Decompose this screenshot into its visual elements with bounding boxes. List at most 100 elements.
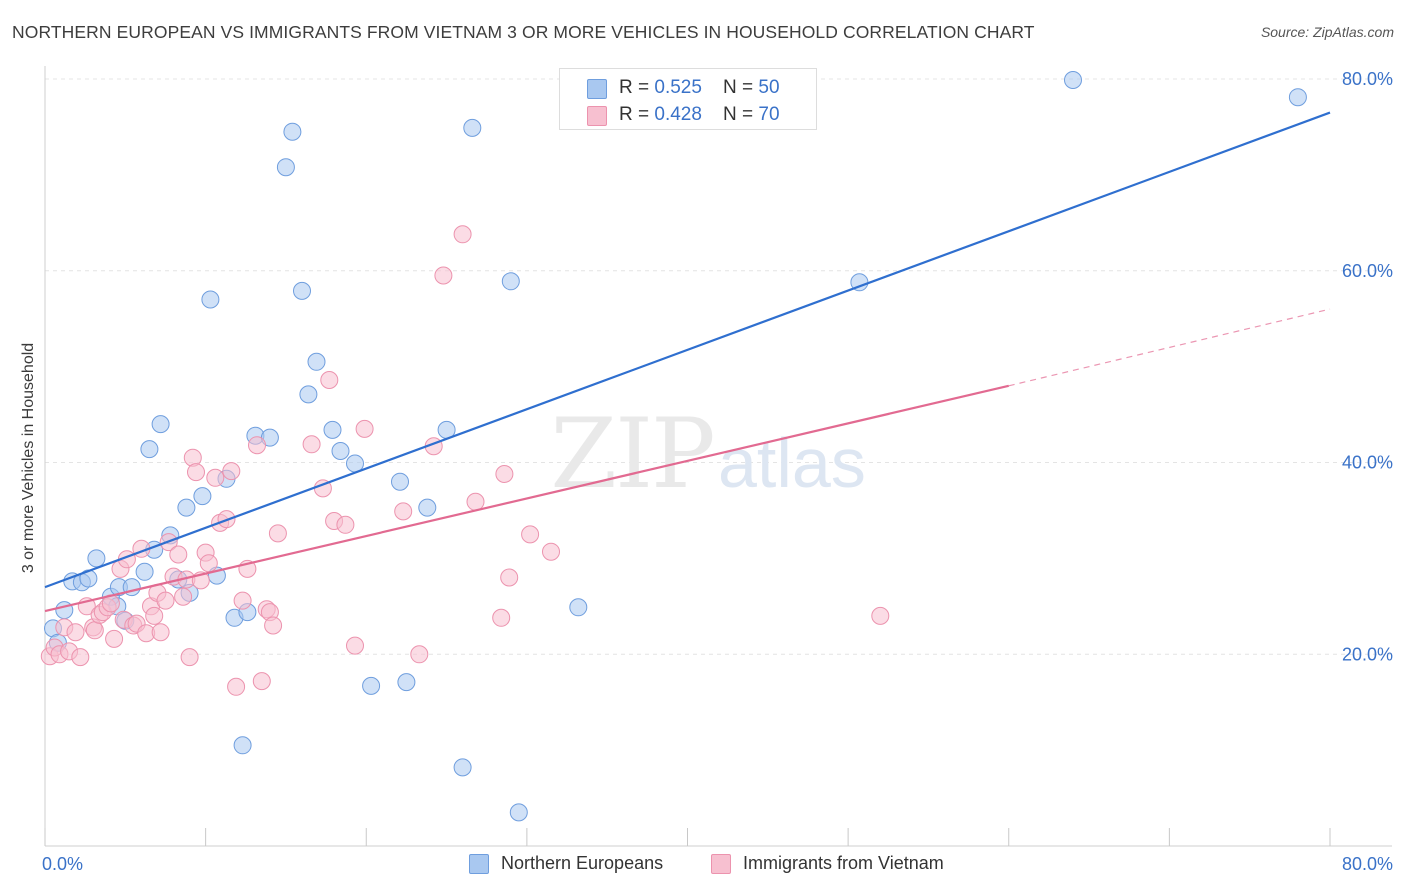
r-label: R = — [619, 77, 655, 98]
stats-legend: R = 0.525 N = 50 R = 0.428 N = 70 — [559, 68, 817, 130]
data-point — [397, 673, 416, 692]
data-point — [542, 542, 560, 561]
data-point — [135, 562, 154, 581]
y-tick-label: 80.0% — [1342, 69, 1393, 89]
x-tick-label: 0.0% — [42, 854, 83, 874]
data-point — [268, 524, 287, 543]
data-point — [453, 225, 472, 244]
data-point — [1064, 71, 1082, 89]
x-tick-label: 80.0% — [1342, 854, 1393, 874]
data-point — [355, 419, 374, 438]
source-credit: Source: ZipAtlas.com — [1260, 24, 1394, 40]
data-point — [331, 442, 350, 460]
data-point — [174, 587, 193, 606]
data-point — [293, 281, 311, 300]
data-point — [323, 420, 342, 439]
data-points — [40, 71, 1307, 822]
data-point — [410, 645, 429, 664]
data-point — [307, 352, 326, 371]
data-point — [169, 545, 188, 564]
legend-swatch-blue — [469, 854, 489, 874]
data-point — [85, 621, 104, 640]
data-point — [299, 385, 318, 404]
data-point — [521, 525, 540, 544]
y-tick-label: 60.0% — [1342, 261, 1393, 281]
data-point — [252, 672, 271, 691]
data-point — [151, 415, 170, 434]
data-point — [193, 487, 212, 506]
legend-label: Northern Europeans — [501, 853, 664, 873]
data-point — [264, 616, 283, 635]
data-point — [177, 498, 196, 517]
data-point — [206, 468, 225, 487]
stats-legend-text: R = 0.428 N = 70 — [619, 104, 780, 126]
data-point — [391, 472, 409, 491]
data-point — [140, 440, 159, 459]
data-point — [871, 606, 890, 625]
r-value: 0.525 — [654, 77, 702, 98]
data-point — [466, 492, 485, 511]
stats-legend-text: R = 0.525 N = 50 — [619, 77, 780, 99]
data-point — [418, 498, 437, 517]
trend-line-northern-europeans — [44, 111, 1331, 589]
data-point — [201, 290, 220, 309]
chart-title: NORTHERN EUROPEAN VS IMMIGRANTS FROM VIE… — [12, 22, 1035, 42]
data-point — [302, 435, 321, 454]
data-point — [145, 606, 164, 625]
data-point — [495, 465, 514, 483]
data-point — [227, 677, 246, 696]
r-label: R = — [619, 104, 655, 125]
y-tick-label: 20.0% — [1342, 644, 1393, 664]
data-point — [248, 436, 266, 455]
data-point — [156, 591, 175, 610]
data-point — [362, 676, 381, 695]
n-value: 50 — [758, 77, 780, 98]
trend-line-vietnam — [44, 384, 1010, 613]
legend-swatch-pink — [711, 854, 731, 874]
data-point — [394, 502, 413, 521]
y-tick-label: 40.0% — [1342, 453, 1393, 473]
gridlines — [45, 78, 1392, 655]
data-point — [66, 623, 85, 642]
watermark: ZIP atlas — [550, 398, 865, 510]
data-point — [501, 272, 520, 291]
data-point — [283, 122, 302, 141]
data-point — [180, 648, 199, 667]
data-point — [151, 623, 170, 642]
data-point — [569, 598, 588, 617]
n-label: N = — [723, 104, 759, 125]
data-point — [187, 463, 205, 482]
r-value: 0.428 — [654, 104, 702, 125]
n-value: 70 — [758, 104, 780, 125]
legend-label: Immigrants from Vietnam — [743, 853, 944, 873]
series-legend: Northern Europeans Immigrants from Vietn… — [0, 852, 1406, 878]
legend-swatch-pink — [587, 106, 607, 126]
data-point — [492, 608, 511, 627]
data-point — [276, 158, 295, 177]
trend-lines — [44, 111, 1331, 613]
data-point — [105, 629, 124, 648]
axes — [44, 66, 1392, 847]
n-label: N = — [723, 77, 759, 98]
data-point — [434, 266, 453, 285]
data-point — [1288, 88, 1307, 107]
data-point — [336, 515, 355, 534]
data-point — [320, 371, 339, 389]
data-point — [500, 568, 519, 587]
data-point — [222, 462, 241, 481]
tick-labels: 20.0% 40.0% 60.0% 80.0% 0.0% 80.0% — [42, 69, 1393, 874]
data-point — [199, 554, 218, 573]
data-point — [509, 803, 528, 822]
trend-line-vietnam-extension — [1008, 308, 1331, 387]
legend-swatch-blue — [587, 79, 607, 99]
data-point — [453, 758, 472, 777]
data-point — [233, 736, 252, 755]
data-point — [87, 549, 106, 568]
data-point — [71, 648, 90, 667]
watermark-zip: ZIP — [550, 398, 713, 510]
y-axis-title: 3 or more Vehicles in Household — [20, 342, 37, 574]
data-point — [346, 636, 364, 655]
data-point — [233, 591, 252, 610]
data-point — [463, 118, 482, 137]
